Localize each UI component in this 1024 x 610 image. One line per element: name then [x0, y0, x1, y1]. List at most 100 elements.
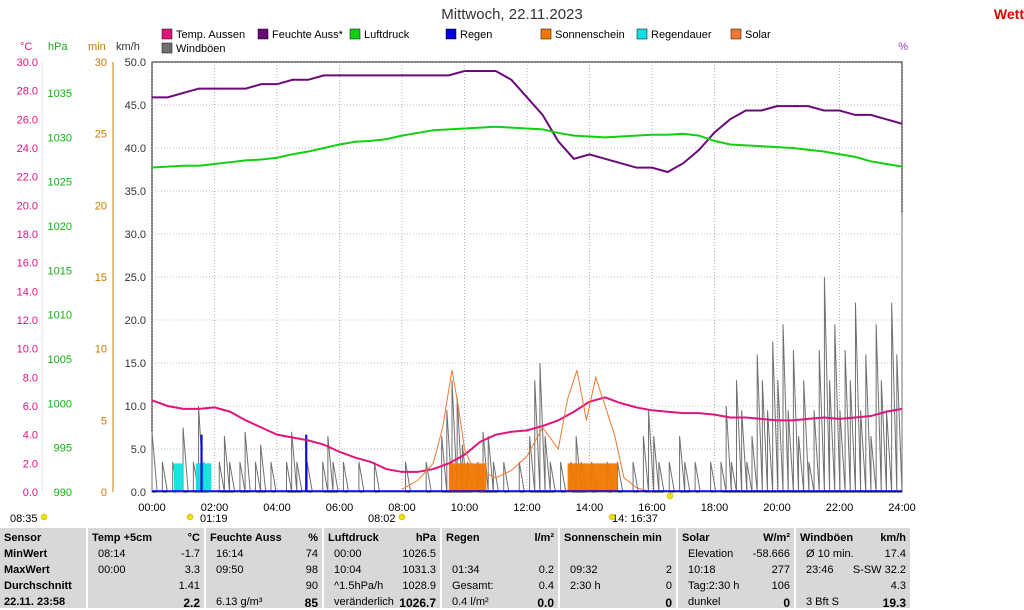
- col-unit-regen: l/m²: [534, 532, 554, 544]
- legend-swatch: [161, 28, 173, 40]
- cell-sonne-info: 2:30 h: [570, 580, 601, 592]
- cell-wind-value: 19.3: [882, 596, 906, 610]
- legend-label: Solar: [745, 29, 771, 41]
- temp-tick-label: 18.0: [17, 229, 38, 241]
- cell-feuchte-value: 74: [305, 548, 318, 560]
- row-label-min: MinWert: [4, 548, 48, 560]
- kmh-unit-label: km/h: [116, 41, 140, 53]
- legend-swatch: [540, 28, 552, 40]
- hpa-tick-label: 1010: [48, 310, 72, 322]
- cell-luftdruck-info: 10:04: [334, 564, 362, 576]
- col-header-feuchte: Feuchte Auss: [210, 532, 282, 544]
- cell-feuchte-info: 16:14: [216, 548, 244, 560]
- legend-label: Feuchte Auss*: [272, 29, 344, 41]
- cell-temp-info: 08:14: [98, 548, 126, 560]
- cell-wind-info: Ø 10 min.: [806, 548, 854, 560]
- kmh-tick-label: 15.0: [125, 358, 146, 370]
- legend-swatch: [349, 28, 361, 40]
- temp-tick-label: 16.0: [17, 258, 38, 270]
- chart-title: Mittwoch, 22.11.2023: [441, 6, 583, 23]
- time-mark: 01:19: [200, 513, 228, 525]
- x-tick-label: 16:00: [638, 502, 666, 514]
- cell-feuchte-value: 90: [305, 580, 318, 592]
- kmh-tick-label: 20.0: [125, 315, 146, 327]
- time-mark: 08:02: [368, 513, 396, 525]
- time-mark: 14: 16:37: [612, 513, 658, 525]
- temp-tick-label: 14.0: [17, 286, 38, 298]
- cell-wind-info: 23:46: [806, 564, 834, 576]
- temp-tick-label: 2.0: [23, 458, 38, 470]
- cell-wind-value: 17.4: [884, 548, 906, 560]
- cell-solar-value: 106: [771, 580, 790, 592]
- cell-regen-info: 0.4 l/m²: [452, 596, 489, 608]
- temp-tick-label: 24.0: [17, 143, 38, 155]
- hpa-tick-label: 1020: [48, 221, 72, 233]
- kmh-tick-label: 50.0: [125, 57, 146, 69]
- cell-wind-value: S-SW 32.2: [852, 564, 906, 576]
- sun-marker: [398, 513, 406, 521]
- kmh-tick-label: 5.0: [131, 444, 146, 456]
- min-tick-label: 10: [95, 344, 107, 356]
- kmh-tick-label: 10.0: [125, 401, 146, 413]
- min-tick-label: 30: [95, 57, 107, 69]
- x-tick-label: 02:00: [201, 502, 229, 514]
- table-col-feuchte: Feuchte Auss% 16:14 74 09:50 98 90 6.13 g/m³ 85: [206, 528, 324, 610]
- legend-label: Regen: [460, 29, 492, 41]
- cell-regen-value: 0.0: [537, 596, 554, 610]
- min-unit-label: min: [88, 41, 106, 53]
- temp-tick-label: 30.0: [17, 57, 38, 69]
- col-header-sonne: Sonnenschein min: [564, 532, 662, 544]
- cell-luftdruck-value: 1031.3: [402, 564, 436, 576]
- series-luftdruck: [151, 125, 903, 169]
- cell-sonne-value: 0: [665, 580, 672, 592]
- x-tick-label: 18:00: [701, 502, 729, 514]
- bar-regen: [305, 434, 308, 492]
- x-tick-label: 12:00: [513, 502, 541, 514]
- temp-tick-label: 12.0: [17, 315, 38, 327]
- legend-swatch: [161, 42, 173, 54]
- hpa-tick-label: 990: [54, 487, 72, 499]
- cell-solar-value: 0: [783, 596, 790, 610]
- kmh-tick-label: 35.0: [125, 186, 146, 198]
- temp-tick-label: 0.0: [23, 487, 38, 499]
- cell-luftdruck-value: 1026.5: [402, 548, 436, 560]
- hpa-tick-label: 1015: [48, 265, 72, 277]
- sun-marker: [186, 513, 194, 521]
- series-temp-aussen: [151, 396, 903, 473]
- hpa-tick-label: 1005: [48, 354, 72, 366]
- min-tick-label: 20: [95, 200, 107, 212]
- cell-sonne-info: 09:32: [570, 564, 598, 576]
- pct-unit-label: %: [898, 41, 908, 53]
- weather-chart: 30.0 28.0 26.0 24.0 22.0 20.0 18.0 16.0 14.0 12.0…: [10, 28, 916, 525]
- temp-tick-label: 22.0: [17, 172, 38, 184]
- temp-tick-label: 26.0: [17, 114, 38, 126]
- x-tick-label: 08:00: [388, 502, 416, 514]
- temp-tick-label: 20.0: [17, 200, 38, 212]
- bar-regendauer: [195, 463, 212, 492]
- col-header-regen: Regen: [446, 532, 480, 544]
- cell-regen-value: 0.4: [538, 580, 554, 592]
- cell-solar-value: 277: [771, 564, 790, 576]
- hpa-tick-label: 1000: [48, 398, 72, 410]
- series-windboeen: [151, 212, 903, 493]
- table-col-regen: Regen l/m² 01:34 0.2 Gesamt: 0.4 0.4 l/m² 0.0: [442, 528, 560, 610]
- cell-temp-value: -1.7: [181, 548, 200, 560]
- legend-label: Windböen: [176, 43, 226, 55]
- cell-temp-value: 2.2: [183, 596, 200, 610]
- bar-sonnenschein: [567, 463, 618, 492]
- kmh-tick-label: 25.0: [125, 272, 146, 284]
- cell-feuchte-info: 09:50: [216, 564, 244, 576]
- col-header-solar: Solar: [682, 532, 710, 544]
- sun-marker: [40, 513, 48, 521]
- row-label-sensor: Sensor: [4, 532, 42, 544]
- min-tick-label: 15: [95, 272, 107, 284]
- x-tick-label: 14:00: [576, 502, 604, 514]
- legend-label: Sonnenschein: [555, 29, 625, 41]
- hpa-tick-label: 995: [54, 443, 72, 455]
- x-tick-label: 20:00: [763, 502, 791, 514]
- col-unit-luftdruck: hPa: [415, 532, 436, 544]
- min-tick-label: 25: [95, 129, 107, 141]
- legend-label: Temp. Aussen: [176, 29, 245, 41]
- hpa-tick-label: 1030: [48, 132, 72, 144]
- x-tick-label: 04:00: [263, 502, 291, 514]
